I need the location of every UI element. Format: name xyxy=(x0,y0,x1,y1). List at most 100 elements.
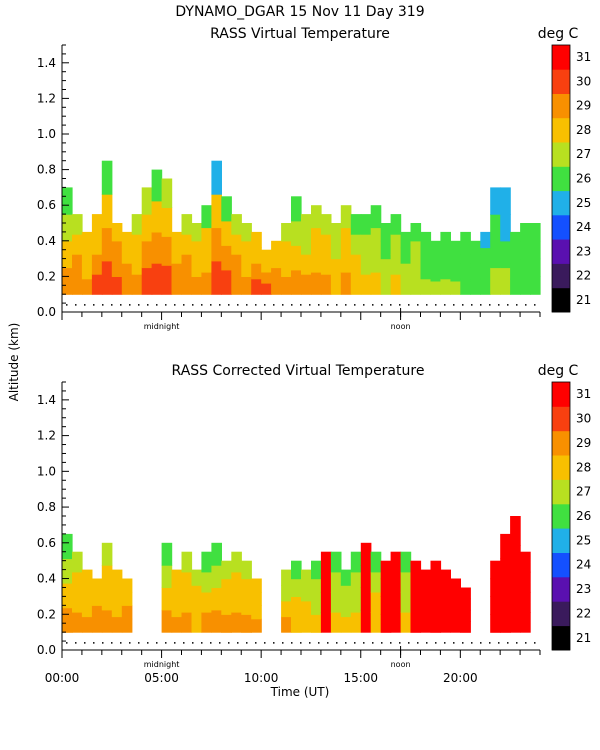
heatmap-cell xyxy=(261,283,272,295)
heatmap-cell xyxy=(530,240,541,260)
heatmap-cell xyxy=(111,585,123,602)
heatmap-cell xyxy=(101,194,113,229)
colorbar-swatch xyxy=(552,69,570,94)
heatmap-cell xyxy=(380,276,392,295)
heatmap-cell xyxy=(121,618,133,633)
heatmap-cell xyxy=(231,591,242,613)
heatmap-cell xyxy=(400,263,412,280)
heatmap-cell xyxy=(211,565,222,588)
heatmap-cell xyxy=(330,612,342,633)
heatmap-cell xyxy=(241,223,252,242)
heatmap-cell xyxy=(151,231,163,264)
heatmap-cell xyxy=(121,263,133,280)
heatmap-cell xyxy=(430,560,442,580)
heatmap-cell xyxy=(470,254,481,269)
heatmap-cell xyxy=(72,571,83,593)
heatmap-cell xyxy=(470,267,481,282)
heatmap-cell xyxy=(440,600,451,618)
heatmap-cell xyxy=(291,560,302,580)
heatmap-cell xyxy=(181,254,193,275)
heatmap-cell xyxy=(301,569,312,586)
heatmap-cell xyxy=(62,558,73,584)
heatmap-cell xyxy=(420,263,432,280)
colorbar-swatch xyxy=(552,479,570,505)
heatmap-cell xyxy=(430,240,442,255)
heatmap-cell xyxy=(211,227,222,262)
heatmap-cell xyxy=(171,585,183,602)
colorbar-border xyxy=(551,44,571,313)
heatmap-cell xyxy=(221,596,232,615)
midnight-label: midnight xyxy=(144,322,180,331)
heatmap-cell xyxy=(291,245,302,271)
heatmap-cell xyxy=(440,585,451,602)
heatmap-cell xyxy=(291,596,302,615)
heatmap-cell xyxy=(440,263,451,280)
y-tick-label: 0.0 xyxy=(37,643,56,657)
heatmap-cell xyxy=(410,578,422,597)
heatmap-cell xyxy=(141,240,153,269)
heatmap-cell xyxy=(460,247,471,264)
heatmap-cell xyxy=(261,271,272,284)
heatmap-cell xyxy=(281,616,292,633)
y-axis-label: Altitude (km) xyxy=(7,323,21,402)
y-tick-label: 0.6 xyxy=(37,198,56,212)
heatmap-cell xyxy=(111,240,123,260)
heatmap-cell xyxy=(500,214,511,242)
heatmap-cell xyxy=(360,274,372,295)
heatmap-cell xyxy=(251,231,262,249)
heatmap-cell xyxy=(271,240,282,255)
heatmap-cell xyxy=(420,616,432,633)
heatmap-cell xyxy=(370,205,382,229)
heatmap-cell xyxy=(350,571,362,593)
heatmap-cell xyxy=(161,178,173,208)
colorbar-label: 28 xyxy=(576,123,591,137)
colorbar-swatch xyxy=(552,190,570,216)
heatmap-cell xyxy=(141,267,153,295)
heatmap-cell xyxy=(161,565,173,588)
heatmap-cell xyxy=(510,231,521,249)
heatmap-cell xyxy=(380,614,392,633)
heatmap-cell xyxy=(460,609,471,622)
heatmap-cell xyxy=(400,278,412,295)
heatmap-cell xyxy=(390,274,402,295)
heatmap-cell xyxy=(241,596,252,615)
heatmap-cell xyxy=(520,240,531,260)
heatmap-cell xyxy=(121,605,133,620)
colorbar-swatch xyxy=(552,214,570,240)
heatmap-cell xyxy=(311,249,322,273)
colorbar-label: 21 xyxy=(576,293,591,307)
heatmap-cell xyxy=(400,551,412,573)
heatmap-cell xyxy=(320,591,332,613)
heatmap-cell xyxy=(350,214,362,235)
heatmap-cell xyxy=(181,591,193,613)
heatmap-cell xyxy=(191,240,203,260)
heatmap-cell xyxy=(181,551,193,573)
heatmap-cell xyxy=(101,227,113,262)
colorbar-label: 23 xyxy=(576,582,591,596)
heatmap-cell xyxy=(91,605,103,620)
heatmap-cell xyxy=(340,616,352,633)
heatmap-cell xyxy=(390,612,402,633)
heatmap-cell xyxy=(91,578,103,593)
heatmap-cell xyxy=(500,187,511,215)
heatmap-cell xyxy=(330,571,342,593)
heatmap-cell xyxy=(320,214,332,235)
heatmap-cell xyxy=(62,187,73,215)
heatmap-cell xyxy=(211,542,222,566)
colorbar-label: 25 xyxy=(576,196,591,210)
heatmap-cell xyxy=(211,609,222,633)
heatmap-cell xyxy=(101,609,113,633)
heatmap-cell xyxy=(111,616,123,633)
heatmap-cell xyxy=(171,616,183,633)
heatmap-cell xyxy=(62,607,73,633)
heatmap-cell xyxy=(101,587,113,611)
heatmap-cell xyxy=(450,240,461,255)
heatmap-cell xyxy=(121,278,133,295)
heatmap-cell xyxy=(480,247,491,264)
heatmap-cell xyxy=(291,220,302,246)
heatmap-cell xyxy=(141,187,153,215)
heatmap-cell xyxy=(281,240,292,260)
x-tick-label: 00:00 xyxy=(45,671,80,685)
heatmap-cell xyxy=(131,274,143,295)
